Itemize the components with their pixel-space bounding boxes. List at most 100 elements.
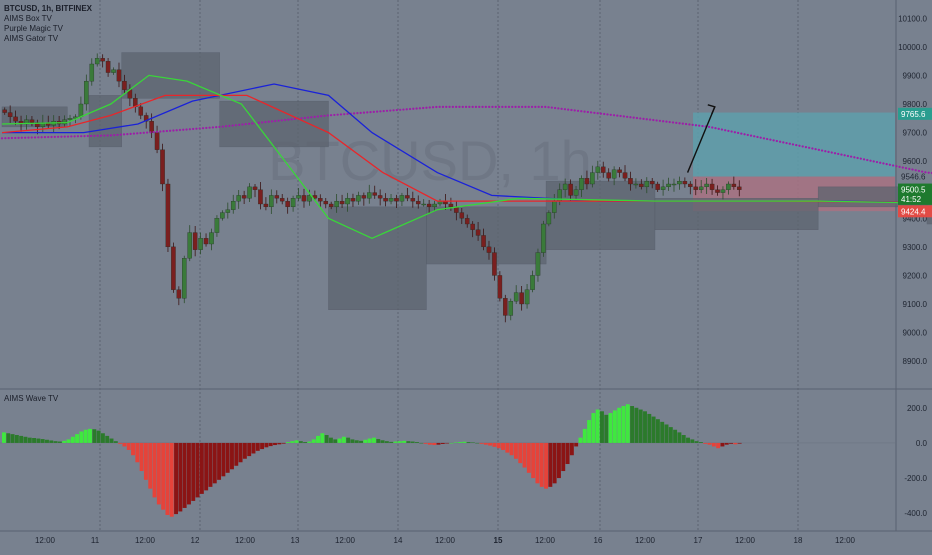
candle (737, 186, 742, 190)
wave-bar (513, 442, 518, 459)
candle (622, 172, 628, 179)
wave-bar (406, 441, 411, 443)
slow-ma-line (1, 94, 932, 203)
wave-bar (49, 440, 54, 443)
candle (105, 60, 111, 73)
candle (666, 183, 671, 188)
wave-bar (303, 442, 308, 443)
wave-bar (122, 442, 127, 447)
wave-bar (582, 428, 587, 443)
wave-bar (643, 411, 647, 443)
price-label-last: 9500.5 (901, 186, 926, 195)
price-tick-label: 9200.0 (903, 271, 928, 280)
wave-bar (354, 440, 359, 443)
candle (606, 172, 611, 179)
wave-tick-label: -400.0 (904, 509, 927, 518)
candle (182, 258, 187, 299)
purple-line (0, 105, 932, 175)
wave-bar (544, 442, 548, 489)
wave-bar (75, 434, 80, 443)
wave-bar (393, 441, 398, 443)
wave-bar (440, 442, 445, 444)
wave-bar (88, 428, 92, 443)
indicator-label-purple[interactable]: Purple Magic TV (4, 24, 63, 33)
candle (388, 198, 394, 202)
wave-bar (651, 416, 656, 443)
candle (220, 212, 225, 219)
candle (372, 192, 377, 196)
indicator-label-gator[interactable]: AIMS Gator TV (4, 34, 59, 43)
wave-bar (496, 442, 501, 449)
time-tick-label: 12:00 (35, 536, 56, 545)
candle (715, 189, 720, 193)
wave-bar (716, 442, 721, 449)
candle (459, 212, 465, 219)
wave-bar (574, 442, 579, 447)
wave-bar (238, 442, 243, 463)
time-tick-label: 12 (191, 536, 200, 545)
candle (415, 200, 421, 205)
candle (693, 186, 699, 190)
wave-bar (630, 406, 635, 443)
wave-bar (458, 442, 462, 443)
candle (660, 186, 666, 190)
wave-bar (419, 442, 424, 444)
wave-bar (681, 435, 686, 443)
wave-bar (27, 437, 32, 443)
time-tick-label: 12:00 (435, 536, 456, 545)
wave-bar (285, 442, 290, 443)
candle (524, 289, 530, 305)
wave-bar (281, 442, 286, 444)
wave-bar (264, 442, 269, 448)
candle (318, 198, 323, 202)
wave-bar (733, 442, 738, 445)
candle (535, 252, 541, 276)
candle (432, 203, 437, 208)
candle (29, 119, 35, 123)
candle (122, 80, 127, 90)
candle (590, 172, 595, 185)
candle (67, 118, 73, 120)
symbol-label[interactable]: BTCUSD, 1h, BITFINEX (4, 4, 93, 13)
wave-bar (518, 442, 523, 464)
indicator-label-box[interactable]: AIMS Box TV (4, 14, 52, 23)
wave-bar (118, 442, 123, 444)
wave-bar (694, 441, 699, 443)
candle (192, 232, 198, 250)
wave-bar (565, 442, 570, 465)
wave-bar (273, 442, 277, 446)
wave-bar (165, 442, 170, 515)
wave-bar (703, 442, 708, 444)
candle (84, 80, 89, 105)
candle (307, 195, 312, 202)
wave-bar (346, 437, 351, 443)
candle (203, 238, 209, 245)
wave-bar (234, 442, 239, 466)
candle (671, 183, 677, 186)
candle (252, 186, 258, 190)
wave-bar (19, 435, 24, 443)
wave-pane-title[interactable]: AIMS Wave TV (4, 394, 59, 403)
wave-bar (539, 442, 544, 487)
candle (149, 120, 154, 133)
wave-bar (156, 442, 161, 505)
time-tick-label: 13 (291, 536, 300, 545)
candle (562, 183, 568, 190)
wave-tick-label: 0.0 (916, 439, 928, 448)
wave-bar (328, 437, 333, 443)
candle (225, 209, 231, 213)
candle (497, 275, 503, 299)
candle (508, 300, 514, 316)
wave-bar (311, 439, 316, 443)
wave-bar (204, 442, 209, 491)
wave-bar (389, 441, 394, 443)
wave-bar (707, 442, 712, 445)
wave-bar (492, 442, 497, 447)
candle (720, 189, 726, 193)
wave-bar (255, 442, 260, 451)
price-tick-label: 10000.0 (898, 43, 927, 52)
wave-bar (548, 442, 553, 487)
wave-bar (178, 442, 183, 512)
fast-ma-line (1, 74, 932, 240)
